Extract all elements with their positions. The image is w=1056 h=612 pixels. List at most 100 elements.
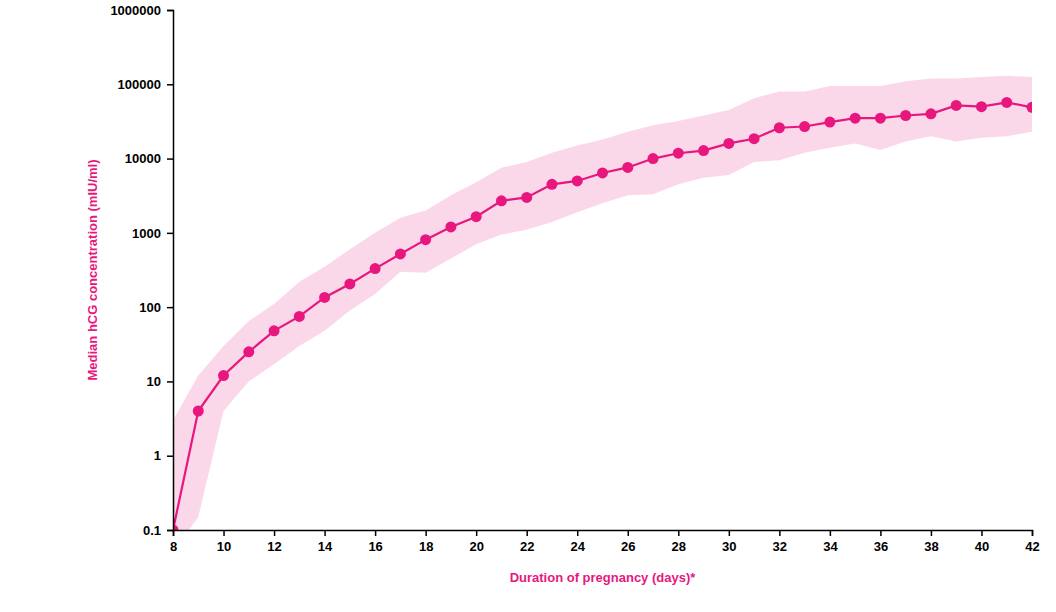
y-tick: 10000 (125, 151, 173, 166)
y-tick: 0.1 (143, 523, 173, 538)
x-tick: 30 (722, 530, 736, 554)
x-tick: 38 (924, 530, 938, 554)
median-point (622, 162, 633, 173)
x-tick-mark (425, 530, 427, 536)
x-tick: 10 (217, 530, 231, 554)
x-tick-mark (526, 530, 528, 536)
median-point (319, 292, 330, 303)
median-point (875, 113, 886, 124)
x-tick-label: 40 (975, 539, 989, 554)
median-point (1001, 97, 1012, 108)
marks (173, 76, 1032, 530)
x-tick: 20 (469, 530, 483, 554)
y-tick-label: 100000 (118, 77, 161, 92)
x-tick-label: 10 (217, 539, 231, 554)
x-tick-mark (981, 530, 983, 536)
median-point (900, 110, 911, 121)
x-tick: 40 (975, 530, 989, 554)
median-point (723, 138, 734, 149)
x-tick: 32 (773, 530, 787, 554)
y-tick: 1 (154, 448, 173, 463)
y-tick: 10 (147, 374, 173, 389)
x-tick-label: 12 (267, 539, 281, 554)
x-tick-label: 14 (318, 539, 333, 554)
x-tick-label: 8 (170, 539, 177, 554)
x-tick-mark (324, 530, 326, 536)
x-tick-mark (476, 530, 478, 536)
median-point (218, 370, 229, 381)
x-tick: 22 (520, 530, 534, 554)
x-tick: 34 (823, 530, 838, 554)
x-tick-mark (931, 530, 933, 536)
median-point (850, 113, 861, 124)
x-tick-label: 36 (874, 539, 888, 554)
y-tick-mark (167, 455, 173, 457)
median-point (496, 195, 507, 206)
y-tick: 100 (139, 300, 173, 315)
y-tick-label: 1000000 (110, 3, 161, 18)
median-point (344, 278, 355, 289)
x-tick-mark (577, 530, 579, 536)
y-tick-mark (167, 381, 173, 383)
x-tick-mark (729, 530, 731, 536)
x-tick: 24 (571, 530, 586, 554)
y-tick-label: 1 (154, 448, 161, 463)
median-point (1027, 102, 1033, 113)
x-tick-mark (880, 530, 882, 536)
x-tick-label: 20 (469, 539, 483, 554)
median-point (976, 101, 987, 112)
y-tick: 1000000 (110, 3, 173, 18)
x-tick-label: 34 (823, 539, 838, 554)
y-tick-label: 10000 (125, 151, 161, 166)
y-tick-mark (167, 233, 173, 235)
y-tick-mark (167, 10, 173, 12)
x-tick-label: 30 (722, 539, 736, 554)
median-point (471, 211, 482, 222)
x-tick-label: 22 (520, 539, 534, 554)
median-point (370, 263, 381, 274)
x-tick-label: 26 (621, 539, 635, 554)
x-tick: 18 (419, 530, 433, 554)
y-tick-mark (167, 84, 173, 86)
median-point (749, 133, 760, 144)
x-axis: 8 10 12 14 16 18 20 22 24 26 28 30 32 34 36 38 40 42 (170, 530, 1040, 554)
median-point (925, 108, 936, 119)
median-point (951, 100, 962, 111)
median-point (774, 122, 785, 133)
x-tick-mark (375, 530, 377, 536)
y-axis: 0.1 1 10 100 1000 10000 100000 1000000 (110, 3, 173, 538)
y-tick: 1000 (132, 226, 173, 241)
median-line (173, 102, 1032, 530)
y-axis-title: Median hCG concentration (mIU/ml) (85, 159, 100, 380)
chart: 8 10 12 14 16 18 20 22 24 26 28 30 32 34 36 38 40 42 0.1 1 1… (0, 0, 1056, 612)
y-axis-line (167, 11, 174, 531)
median-point (243, 346, 254, 357)
x-tick: 26 (621, 530, 635, 554)
median-point (824, 117, 835, 128)
range-band (173, 76, 1032, 530)
x-tick-label: 28 (672, 539, 686, 554)
x-axis-line (174, 531, 1033, 537)
median-point (546, 179, 557, 190)
x-tick: 16 (368, 530, 382, 554)
y-tick-mark (167, 530, 173, 532)
y-tick: 100000 (118, 77, 173, 92)
median-point (698, 145, 709, 156)
x-tick-mark (779, 530, 781, 536)
median-point (395, 248, 406, 259)
median-point (269, 325, 280, 336)
x-tick-label: 42 (1025, 539, 1039, 554)
median-point (193, 405, 204, 416)
x-tick-mark (274, 530, 276, 536)
x-tick: 12 (267, 530, 281, 554)
median-point (799, 121, 810, 132)
y-tick-label: 10 (147, 374, 161, 389)
x-tick: 28 (672, 530, 686, 554)
median-point (572, 175, 583, 186)
x-tick: 42 (1025, 530, 1039, 554)
x-tick-label: 38 (924, 539, 938, 554)
median-point (648, 153, 659, 164)
x-tick: 8 (170, 530, 177, 554)
x-tick-mark (223, 530, 225, 536)
x-tick-mark (678, 530, 680, 536)
